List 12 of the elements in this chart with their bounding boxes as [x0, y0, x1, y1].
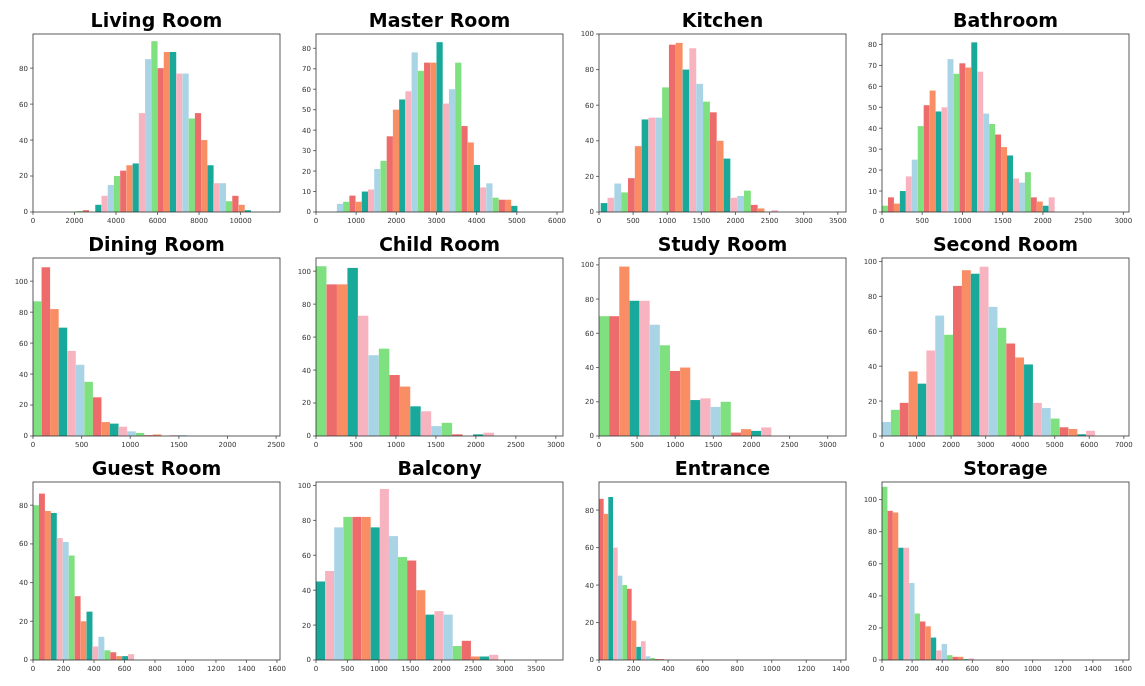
chart-title: Master Room — [368, 9, 511, 31]
chart-title: Second Room — [932, 233, 1079, 255]
chart-title: Entrance — [674, 457, 771, 479]
chart-title: Study Room — [657, 233, 788, 255]
chart-title: Dining Room — [88, 233, 225, 255]
chart-title: Child Room — [378, 233, 501, 255]
chart-title: Living Room — [90, 9, 223, 31]
chart-title: Guest Room — [91, 457, 222, 479]
chart-title: Bathroom — [952, 9, 1059, 31]
chart-title: Kitchen — [681, 9, 764, 31]
chart-title: Balcony — [397, 457, 483, 479]
chart-title: Storage — [963, 457, 1048, 479]
